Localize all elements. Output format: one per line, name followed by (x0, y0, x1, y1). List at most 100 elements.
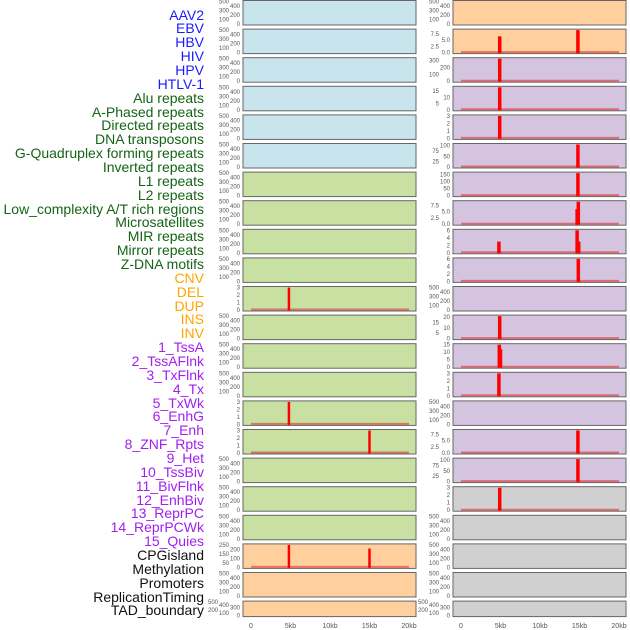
track-label: TAD_boundary (110, 602, 204, 619)
y-tick-label: 6 (447, 228, 451, 234)
peak-bar (497, 487, 502, 511)
y-tick-label: 300 (219, 209, 230, 215)
y-tick-label: 500 (219, 572, 230, 578)
panel-background (242, 143, 417, 169)
y-tick-label: 200 (230, 328, 241, 334)
y-tick-label: 100 (219, 46, 230, 52)
track-column: 0100200300400500010020030040050001002003… (208, 0, 417, 630)
y-tick-label: 100 (219, 532, 230, 538)
track-label: 6_EnhG (152, 408, 204, 425)
y-tick-label: 500 (429, 400, 440, 406)
y-tick-label: 200 (230, 528, 241, 534)
track-label: 11_BivFlnk (135, 477, 204, 494)
y-tick-label: 200 (230, 13, 241, 19)
y-tick-label: 0 (237, 279, 241, 285)
y-tick-label: 0 (237, 51, 241, 57)
peak-bar (497, 58, 502, 82)
y-tick-label: 400 (440, 4, 451, 10)
track-label: DNA transposons (95, 131, 204, 148)
y-tick-label: 500 (219, 114, 230, 120)
y-tick-label: 500 (219, 143, 230, 149)
y-tick-label: 400 (230, 176, 241, 182)
peak-bar (576, 144, 580, 168)
y-tick-label: 2.5 (431, 216, 440, 222)
y-tick-label: 500 (219, 457, 230, 463)
y-tick-label: 200 (208, 608, 219, 614)
y-tick-label: 400 (230, 319, 241, 325)
y-tick-label: 400 (440, 519, 451, 525)
y-tick-label: 50 (443, 469, 450, 475)
track-label: G-Quadruplex forming repeats (14, 145, 204, 162)
track-label: Methylation (132, 560, 204, 577)
y-tick-label: 50 (443, 187, 450, 193)
peak-bar (576, 30, 580, 54)
x-tick-label: 0 (459, 623, 463, 630)
y-tick-label: 0 (237, 594, 241, 600)
track-label: MIR repeats (127, 228, 204, 245)
y-tick-label: 5 (447, 358, 451, 364)
y-tick-label: 100 (429, 590, 440, 596)
panel-background (452, 57, 627, 83)
track-label: 13_ReprPC (130, 505, 204, 522)
y-tick-label: 100 (219, 18, 230, 24)
y-tick-label: 100 (219, 218, 230, 224)
y-tick-label: 500 (219, 0, 230, 6)
panel-background (452, 314, 627, 341)
y-tick-label: 0 (447, 537, 451, 543)
y-tick-label: 100 (219, 189, 230, 195)
y-tick-label: 15 (443, 343, 450, 349)
y-tick-label: 0 (447, 136, 451, 142)
y-tick-label: 2 (447, 493, 451, 499)
y-tick-label: 0 (447, 422, 451, 428)
peak-bar (368, 548, 371, 568)
track-label: L1 repeats (137, 172, 204, 189)
y-tick-label: 100 (429, 611, 440, 617)
y-tick-label: 300 (219, 466, 230, 472)
track-label: Microsatellites (115, 214, 204, 231)
peak-bar (576, 201, 581, 225)
peak-bar (498, 349, 503, 368)
y-tick-label: 200 (230, 99, 241, 105)
y-tick-label: 150 (219, 552, 230, 558)
y-tick-label: 0 (447, 79, 451, 85)
track-label: INS (180, 311, 204, 328)
y-tick-label: 1 (237, 301, 241, 307)
y-tick-label: 0 (447, 614, 451, 620)
y-tick-label: 300 (429, 295, 440, 301)
y-tick-label: 100 (219, 75, 230, 81)
x-tick-label: 20kb (611, 623, 626, 630)
y-tick-label: 0 (447, 22, 451, 28)
y-tick-label: 5.0 (442, 38, 451, 44)
y-tick-label: 1 (447, 501, 451, 507)
y-tick-label: 400 (440, 547, 451, 553)
y-tick-label: 0.0 (442, 222, 451, 228)
panel-background (242, 257, 417, 283)
track-panel: 02 46 (447, 257, 627, 285)
y-tick-label: 400 (230, 204, 241, 210)
track-label: Low_complexity A/T rich regions (3, 200, 205, 217)
y-tick-label: 250 (219, 543, 230, 549)
y-tick-label: 2 (447, 272, 451, 278)
track-label: 4_Tx (172, 380, 204, 397)
x-tick-label: 0 (249, 623, 253, 630)
y-tick-label: 400 (230, 118, 241, 124)
y-tick-label: 400 (230, 90, 241, 96)
panel-background (452, 371, 627, 398)
panel-background (452, 28, 627, 55)
peak-bar (576, 258, 581, 282)
y-tick-label: 400 (230, 4, 241, 10)
y-tick-label: 200 (230, 213, 241, 219)
track-panel: 0.02.55.07.5 (431, 200, 627, 228)
y-tick-label: 2.5 (431, 445, 440, 451)
y-tick-label: 0 (447, 165, 451, 171)
y-tick-label: 0 (447, 594, 451, 600)
